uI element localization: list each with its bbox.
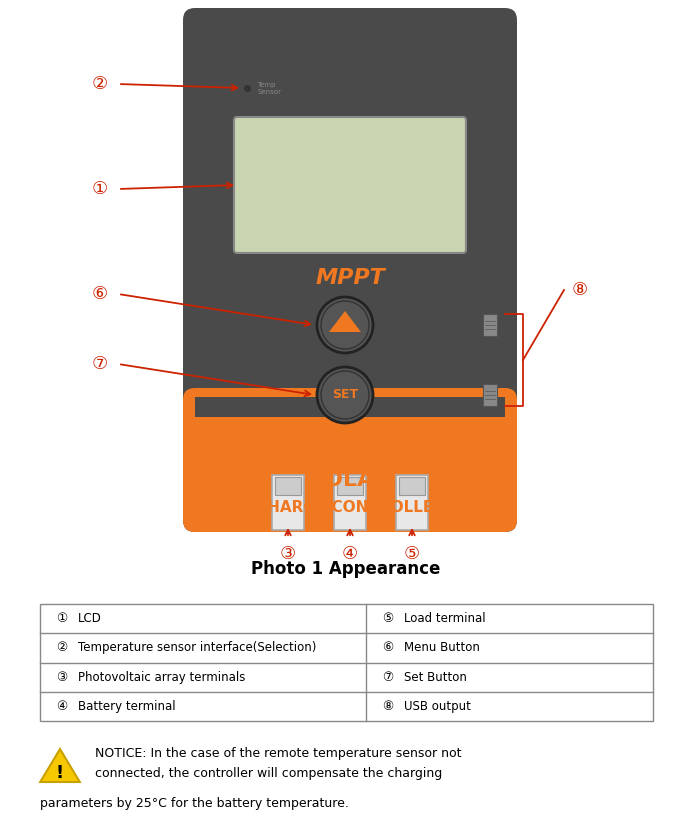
Text: ④: ④ [56,700,68,713]
Text: ⑤: ⑤ [404,545,420,563]
Text: ⑥: ⑥ [92,285,108,303]
FancyBboxPatch shape [234,117,466,253]
Bar [483,384,497,406]
Text: parameters by 25°C for the battery temperature.: parameters by 25°C for the battery tempe… [40,798,349,810]
Text: Photo 1 Appearance: Photo 1 Appearance [252,560,441,578]
Text: ①: ① [56,612,68,625]
Text: Load terminal: Load terminal [404,612,486,625]
Bar [272,475,304,530]
Text: MPPT: MPPT [315,268,385,288]
Text: ⑧: ⑧ [572,281,588,299]
FancyBboxPatch shape [183,8,517,532]
Bar [396,475,428,530]
Bar [275,477,301,495]
Text: SOLAR: SOLAR [308,470,392,490]
Bar [399,477,425,495]
FancyBboxPatch shape [183,388,517,532]
Polygon shape [329,311,361,332]
Text: Battery terminal: Battery terminal [78,700,175,713]
Text: Set Button: Set Button [404,670,467,684]
Bar [483,314,497,336]
Text: !: ! [56,764,64,782]
Text: ④: ④ [342,545,358,563]
Text: ⑥: ⑥ [383,641,394,654]
Text: ⑦: ⑦ [383,670,394,684]
Bar [40,604,653,721]
Text: ⑤: ⑤ [383,612,394,625]
Circle shape [317,297,373,353]
Text: ②: ② [92,75,108,93]
Text: ③: ③ [280,545,296,563]
Polygon shape [40,749,80,782]
Text: CHARGE CONTROLLER: CHARGE CONTROLLER [256,501,444,515]
Text: connected, the controller will compensate the charging: connected, the controller will compensat… [95,768,442,780]
Bar [195,397,505,417]
Text: ②: ② [56,641,68,654]
Text: Temperature sensor interface(Selection): Temperature sensor interface(Selection) [78,641,317,654]
Text: Photovoltaic array terminals: Photovoltaic array terminals [78,670,245,684]
Circle shape [317,367,373,423]
Text: NOTICE: In the case of the remote temperature sensor not: NOTICE: In the case of the remote temper… [95,748,462,760]
Text: Menu Button: Menu Button [404,641,480,654]
Text: LCD: LCD [78,612,102,625]
Bar [337,477,363,495]
Bar [334,475,366,530]
Text: ⑧: ⑧ [383,700,394,713]
Text: USB output: USB output [404,700,471,713]
Text: ①: ① [92,180,108,198]
Text: Temp
Sensor: Temp Sensor [257,81,281,95]
Text: ⑦: ⑦ [92,355,108,373]
Text: SET: SET [332,388,358,402]
Text: ③: ③ [56,670,68,684]
